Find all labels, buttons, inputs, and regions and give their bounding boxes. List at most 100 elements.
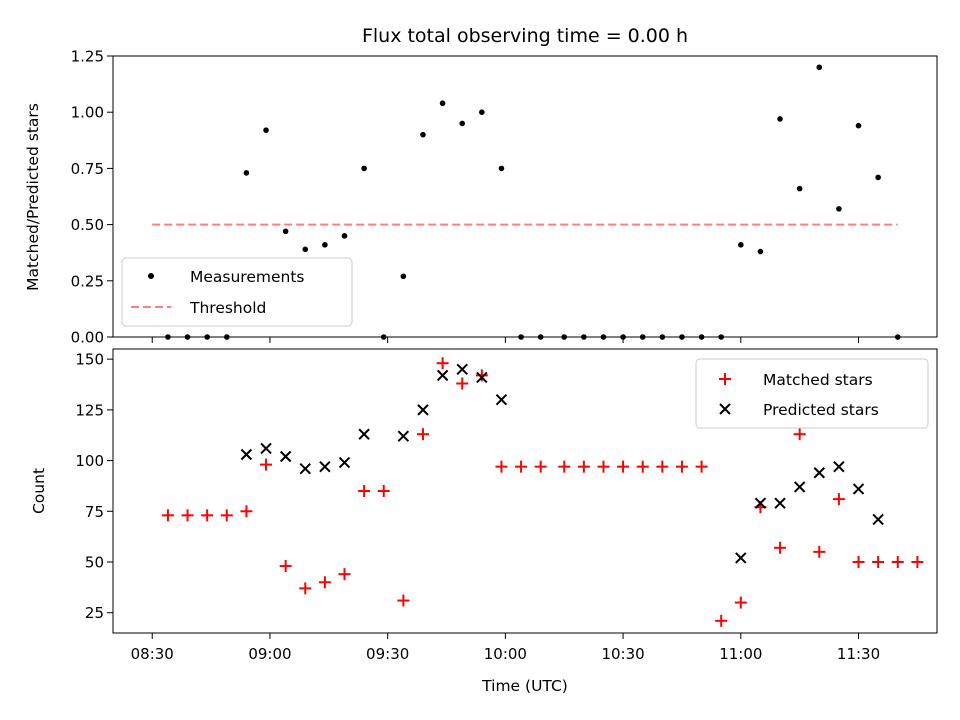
data-point: [793, 481, 806, 493]
y-tick-label: 1.00: [71, 104, 104, 122]
legend-matched-marker: [719, 373, 731, 385]
bottom-panel: Matched stars Predicted stars 25 50 75 100 1…: [30, 348, 938, 695]
legend-predicted-marker: [719, 403, 731, 415]
data-point: [436, 369, 449, 382]
legend-matched-label: Matched stars: [763, 371, 873, 389]
top-y-axis: 0.00 0.25 0.50 0.75 1.00 1.25: [71, 48, 860, 347]
data-point: [475, 369, 488, 382]
data-point: [358, 485, 371, 497]
data-point: [338, 568, 351, 581]
y-tick-label: 50: [85, 554, 104, 572]
data-point: [240, 505, 253, 518]
top-y-axis-label: Matched/Predicted stars: [24, 103, 42, 291]
data-point: [656, 460, 669, 473]
x-tick-label: 11:30: [837, 645, 880, 663]
chart-title: Flux total observing time = 0.00 h: [362, 25, 688, 47]
data-point: [279, 560, 292, 573]
data-point: [161, 509, 174, 522]
data-point: [911, 556, 924, 568]
data-point: [735, 552, 747, 564]
data-point: [338, 456, 351, 469]
data-point: [816, 64, 823, 71]
top-axes-frame: [112, 55, 938, 338]
data-point: [796, 185, 803, 192]
y-tick-label: 100: [75, 452, 104, 470]
data-point: [774, 497, 786, 509]
data-point: [777, 116, 783, 122]
x-axis-label: Time (UTC): [481, 677, 568, 695]
bottom-axes-frame: [112, 348, 938, 634]
x-tick-label: 08:30: [131, 645, 174, 663]
bottom-plot-area: [161, 357, 924, 627]
x-tick-label: 09:30: [366, 645, 409, 663]
y-tick-label: 150: [75, 351, 104, 369]
data-point: [875, 174, 881, 181]
data-point: [852, 556, 865, 568]
y-tick-label: 125: [75, 401, 104, 419]
data-point: [318, 576, 331, 589]
data-point: [416, 428, 429, 441]
data-point: [558, 460, 571, 473]
data-point: [479, 109, 485, 115]
legend-measurements-marker: [148, 273, 154, 279]
data-point: [358, 428, 370, 440]
x-tick-label: 09:00: [248, 645, 291, 663]
data-point: [515, 460, 528, 473]
bottom-legend: Matched stars Predicted stars: [695, 358, 929, 429]
data-point: [891, 556, 904, 568]
data-point: [456, 363, 468, 375]
data-point: [282, 228, 289, 235]
data-point: [243, 170, 250, 176]
data-point: [377, 485, 390, 497]
data-point: [695, 460, 708, 473]
data-point: [617, 460, 630, 473]
legend-predicted-label: Predicted stars: [763, 401, 879, 419]
x-tick-label: 10:00: [484, 645, 527, 663]
data-point: [260, 458, 273, 471]
data-point: [417, 404, 429, 416]
data-point: [577, 460, 590, 473]
data-point: [260, 442, 272, 455]
y-tick-label: 1.25: [71, 48, 104, 66]
bottom-y-axis: 25 50 75 100 125 150: [75, 351, 860, 639]
data-point: [240, 448, 253, 461]
data-point: [459, 120, 466, 127]
data-point: [397, 594, 410, 607]
top-panel: Measurements Threshold 0.00 0.25 0.50 0.75 1…: [24, 48, 938, 347]
data-point: [322, 242, 328, 248]
data-point: [855, 122, 862, 129]
data-point: [832, 493, 845, 506]
x-tick-label: 11:00: [719, 645, 762, 663]
data-point: [534, 460, 547, 473]
data-point: [263, 127, 269, 133]
x-tick-label: 10:30: [601, 645, 644, 663]
y-tick-label: 75: [85, 503, 104, 521]
data-point: [813, 467, 825, 479]
data-point: [495, 394, 508, 406]
data-point: [420, 131, 426, 138]
data-point: [754, 497, 767, 509]
data-point: [774, 541, 787, 554]
data-point: [836, 206, 842, 212]
data-point: [361, 165, 367, 172]
top-legend: Measurements Threshold: [121, 257, 353, 327]
data-point: [299, 462, 311, 475]
data-point: [597, 460, 610, 473]
y-tick-label: 0.00: [71, 329, 104, 347]
data-point: [738, 242, 744, 248]
series-matched-stars: [161, 357, 924, 627]
data-point: [341, 233, 348, 239]
data-point: [715, 614, 728, 627]
series-predicted-stars: [240, 363, 884, 564]
y-tick-label: 0.50: [71, 216, 104, 234]
data-point: [220, 509, 233, 522]
data-point: [675, 460, 688, 473]
data-point: [852, 483, 865, 495]
legend-measurements-label: Measurements: [190, 268, 305, 286]
data-point: [302, 246, 309, 253]
data-point: [400, 273, 407, 280]
data-point: [833, 460, 845, 473]
data-point: [757, 248, 764, 255]
data-point: [636, 460, 649, 473]
